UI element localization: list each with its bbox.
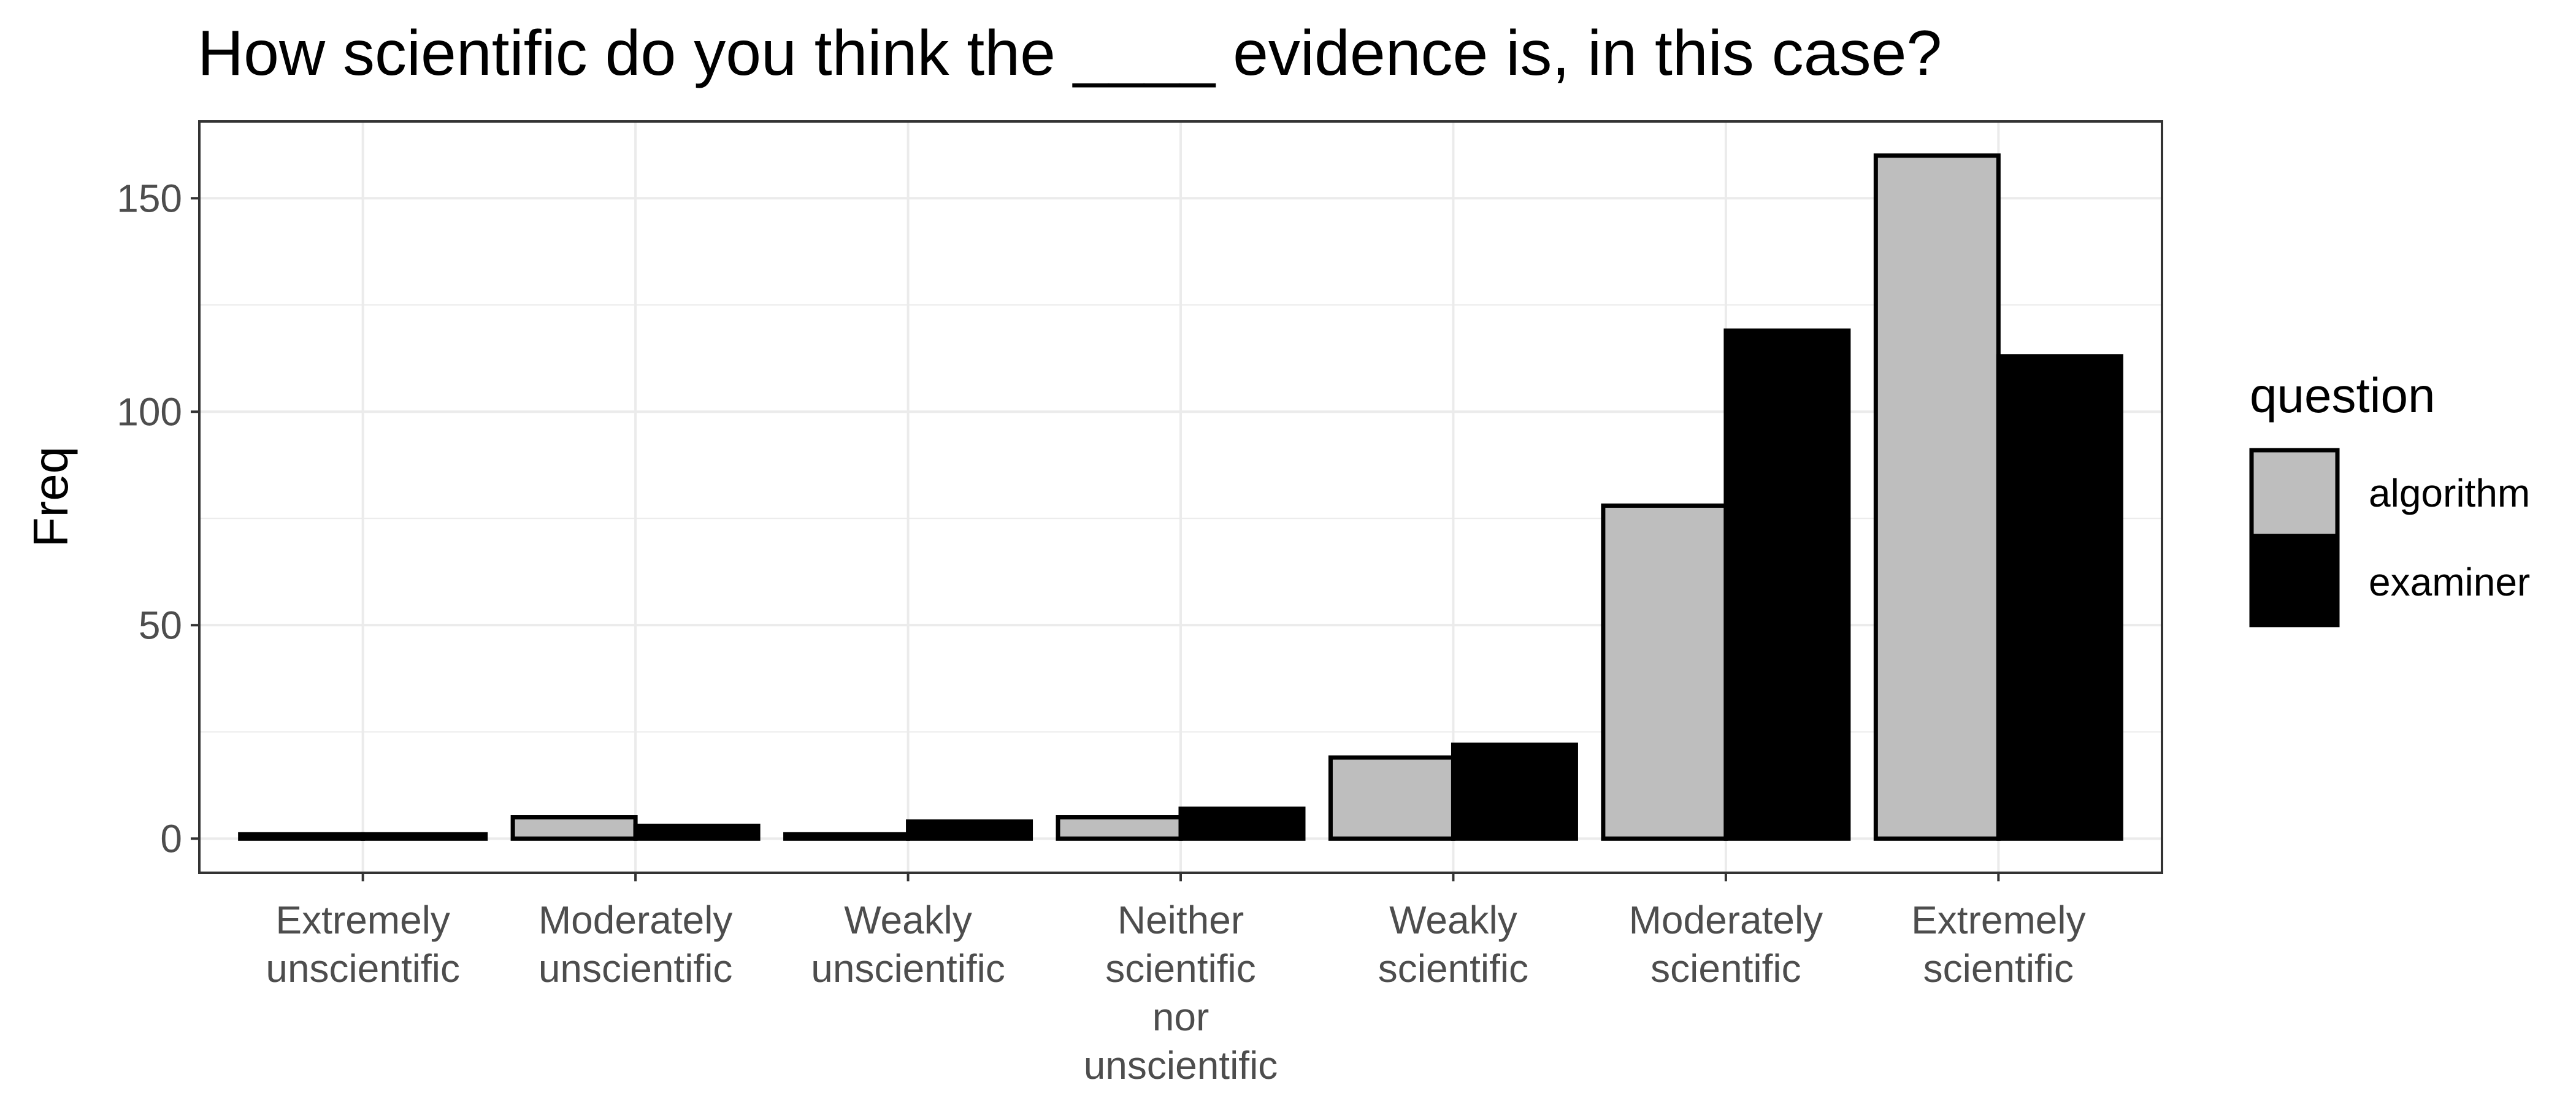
bar-examiner-0 [361, 832, 488, 841]
bar-examiner-2 [906, 819, 1033, 841]
y-axis-title: Freq [23, 447, 78, 548]
y-tick-label: 100 [117, 389, 182, 434]
bar-algorithm-2 [783, 832, 911, 841]
bar-examiner-6 [1996, 354, 2123, 841]
legend-key-examiner [2249, 537, 2340, 627]
bar-examiner-5 [1723, 328, 1851, 841]
bar-algorithm-4 [1328, 755, 1455, 841]
legend-label-algorithm: algorithm [2369, 471, 2530, 515]
legend-label-examiner: examiner [2369, 560, 2530, 604]
bar-algorithm-0 [238, 832, 366, 841]
y-axis: 0 50 100 150 [117, 176, 199, 861]
bars [238, 153, 2123, 841]
x-axis: Extremely unscientific Moderately unscienti… [266, 873, 2086, 1087]
grid-lines [199, 121, 2162, 873]
legend-title: question [2250, 368, 2435, 423]
bar-examiner-4 [1451, 742, 1578, 841]
bar-algorithm-3 [1056, 815, 1183, 841]
bar-examiner-3 [1178, 807, 1306, 841]
x-tick-label: Extremely unscientific [266, 898, 460, 991]
x-tick-label: Neither scientific nor unscientific [1084, 898, 1278, 1087]
bar-algorithm-6 [1873, 153, 2001, 841]
x-tick-label: Moderately scientific [1629, 898, 1823, 991]
legend: question algorithm examiner [2249, 368, 2530, 627]
legend-key-algorithm [2249, 448, 2340, 539]
y-tick-label: 50 [139, 603, 182, 647]
bar-examiner-1 [633, 823, 761, 841]
x-tick-label: Moderately unscientific [539, 898, 733, 991]
x-tick-label: Weakly scientific [1378, 898, 1528, 991]
bar-algorithm-5 [1601, 503, 1728, 841]
x-tick-label: Extremely scientific [1911, 898, 2086, 991]
x-tick-label: Weakly unscientific [811, 898, 1005, 991]
bar-algorithm-1 [510, 815, 638, 841]
y-tick-label: 0 [160, 816, 182, 861]
chart-title: How scientific do you think the ____ evi… [197, 18, 1942, 89]
y-tick-label: 150 [117, 176, 182, 220]
